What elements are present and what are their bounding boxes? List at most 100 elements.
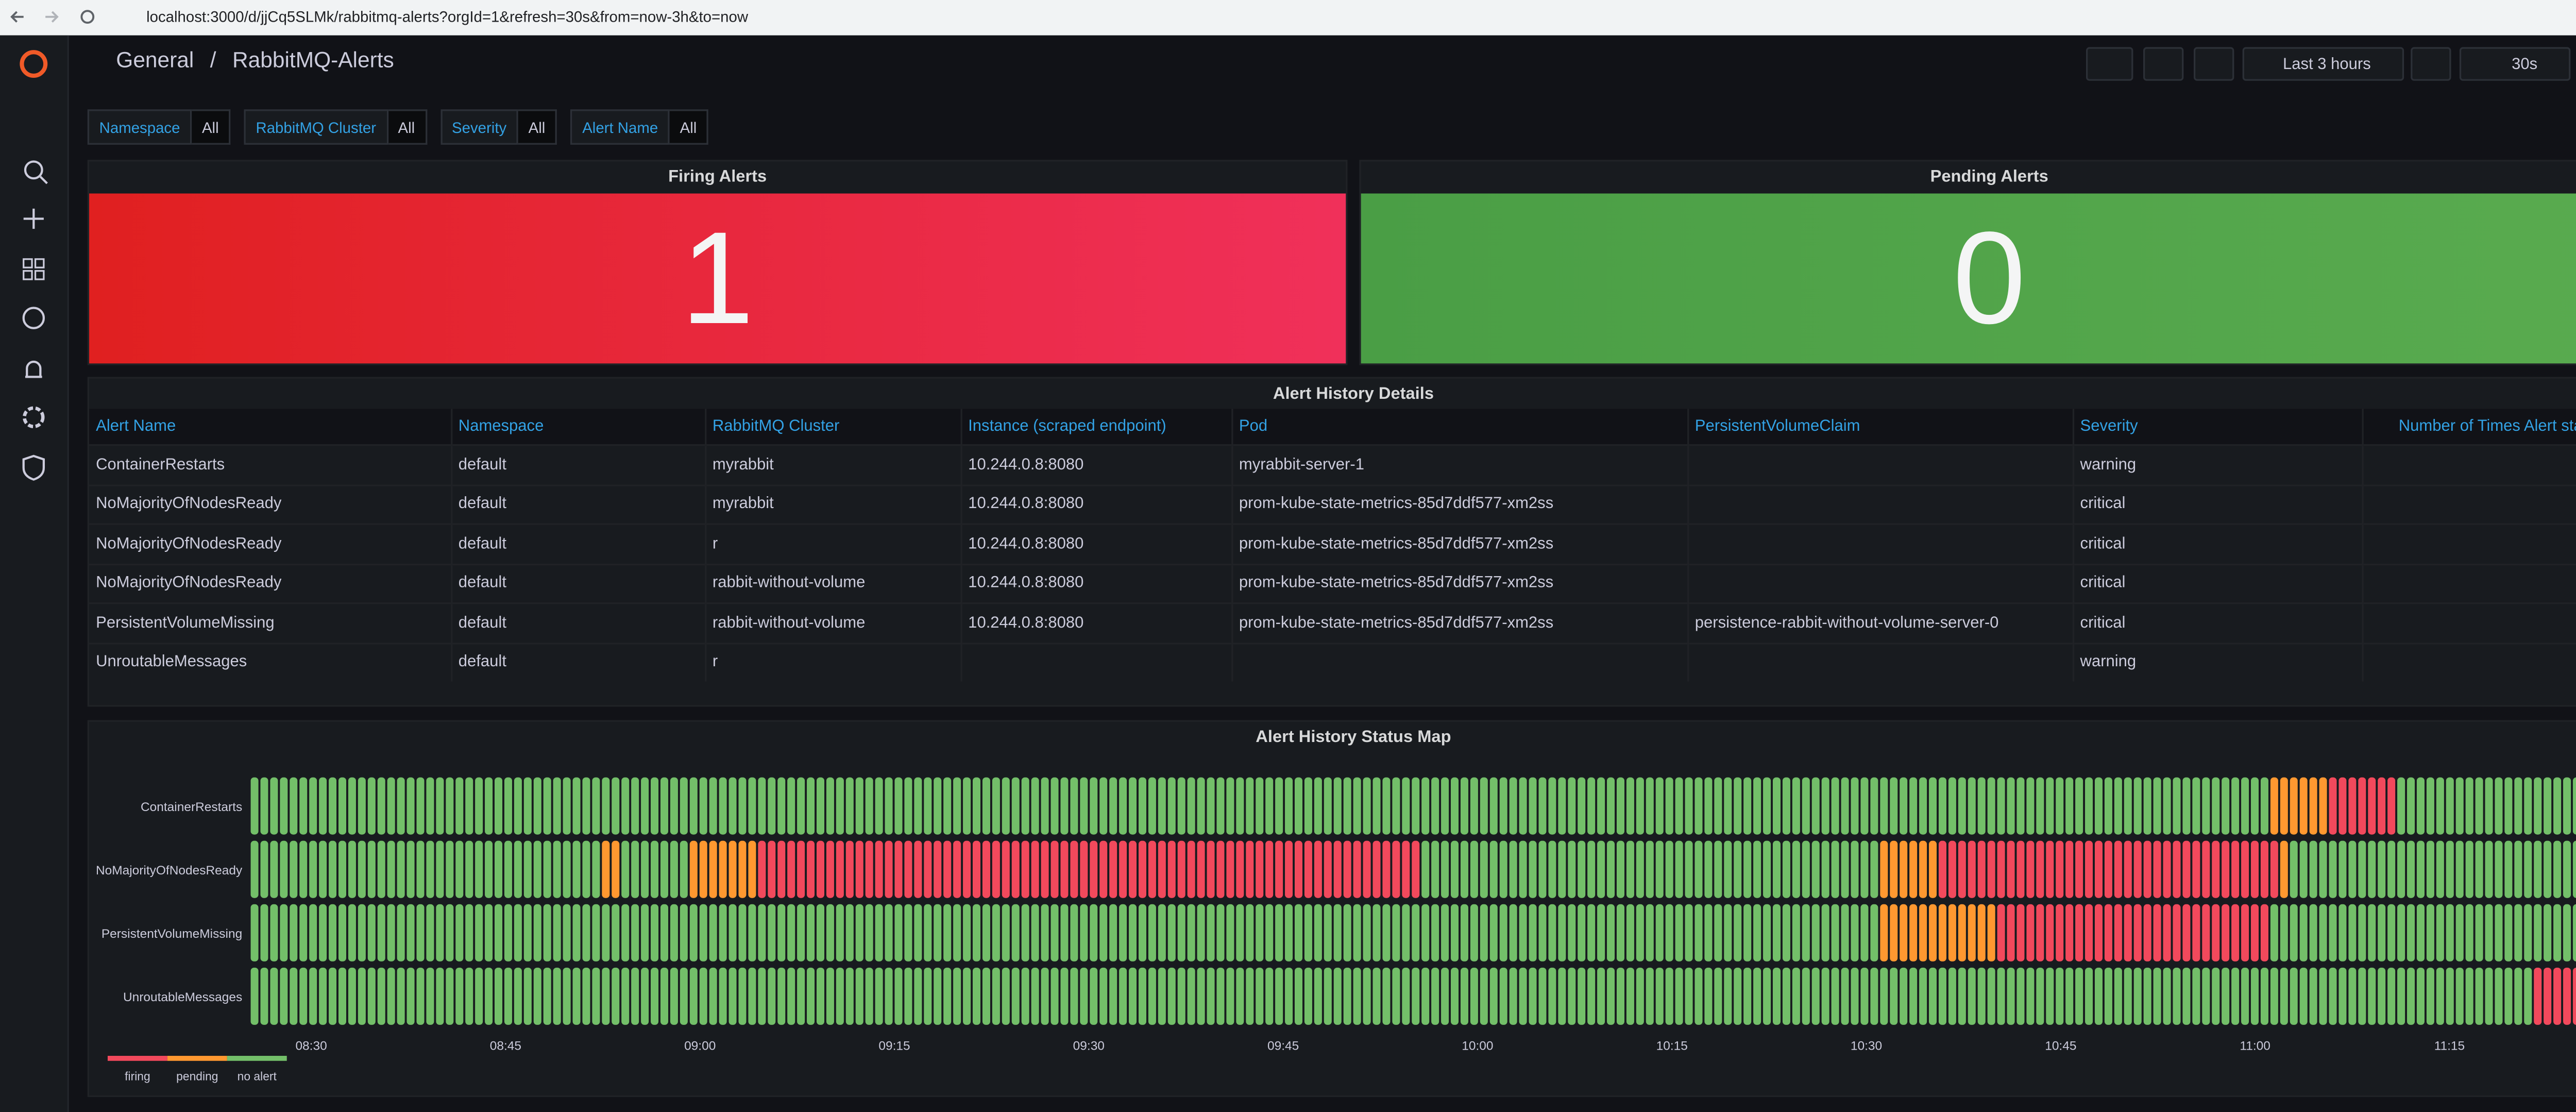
status-cell: [973, 967, 981, 1025]
status-cell: [2065, 904, 2074, 962]
status-cell: [1099, 840, 1108, 898]
status-cell: [1724, 904, 1732, 962]
add-panel-button[interactable]: [2086, 47, 2133, 81]
table-cell: warning: [2072, 642, 2363, 682]
status-cell: [1177, 967, 1185, 1025]
status-cell: [2065, 777, 2074, 835]
save-button[interactable]: [2143, 47, 2184, 81]
status-cell: [2544, 904, 2552, 962]
status-cell: [1607, 904, 1615, 962]
status-cell: [1216, 777, 1225, 835]
variable[interactable]: Namespace All: [87, 109, 231, 145]
status-cell: [1792, 840, 1800, 898]
status-cell: [1548, 904, 1556, 962]
column-header[interactable]: Instance (scraped endpoint): [960, 409, 1232, 445]
status-cell: [748, 904, 756, 962]
status-cell: [1626, 967, 1634, 1025]
status-cell: [787, 904, 795, 962]
status-cell: [1021, 840, 1029, 898]
table-cell: 2: [2362, 483, 2576, 525]
status-cell: [1929, 777, 1937, 835]
status-cell: [2153, 967, 2161, 1025]
time-picker[interactable]: Last 3 hours: [2242, 47, 2404, 81]
status-cell: [1460, 777, 1468, 835]
column-header[interactable]: Namespace: [451, 409, 706, 445]
status-cell: [1821, 904, 1829, 962]
status-cell: [2495, 904, 2503, 962]
status-cell: [1343, 840, 1351, 898]
legend-label: firing: [125, 1069, 150, 1083]
status-cell: [2231, 967, 2240, 1025]
status-cell: [1529, 967, 1537, 1025]
status-cell: [1372, 777, 1381, 835]
status-cell: [1158, 967, 1166, 1025]
status-cell: [1216, 840, 1225, 898]
status-cell: [563, 777, 571, 835]
status-cell: [2036, 967, 2044, 1025]
status-cell: [738, 840, 747, 898]
status-cell: [1685, 967, 1693, 1025]
refresh-interval: 30s: [2512, 55, 2538, 74]
status-cell: [2475, 904, 2483, 962]
status-cell: [2182, 777, 2191, 835]
status-cell: [416, 840, 425, 898]
status-cell: [1372, 840, 1381, 898]
status-cell: [943, 777, 952, 835]
zoom-out-button[interactable]: [2411, 47, 2451, 81]
status-cell: [621, 967, 630, 1025]
status-cell: [748, 967, 756, 1025]
status-cell: [2075, 967, 2083, 1025]
variable[interactable]: Alert Name All: [570, 109, 709, 145]
variable[interactable]: RabbitMQ Cluster All: [244, 109, 427, 145]
status-cell: [1489, 967, 1498, 1025]
menu-icons: [20, 50, 48, 481]
status-cell: [934, 967, 942, 1025]
status-cell: [1763, 967, 1771, 1025]
status-cell: [1831, 840, 1839, 898]
status-cell: [1763, 777, 1771, 835]
status-cell: [1499, 777, 1507, 835]
panel-title: Alert History Details: [1273, 385, 1434, 404]
column-header[interactable]: Number of Times Alert started: [2362, 409, 2576, 445]
status-cell: [309, 904, 317, 962]
status-cell: [660, 840, 668, 898]
status-cell: [2563, 777, 2571, 835]
url[interactable]: localhost:3000/d/jjCq5SLMk/rabbitmq-aler…: [146, 8, 749, 25]
table-cell: ContainerRestarts: [89, 444, 452, 485]
status-cell: [1538, 777, 1547, 835]
status-cell: [2065, 840, 2074, 898]
dashboard-title[interactable]: RabbitMQ-Alerts: [232, 47, 394, 73]
status-cell: [1236, 904, 1244, 962]
status-cell: [1489, 777, 1498, 835]
status-cell: [1060, 904, 1069, 962]
status-cell: [2133, 904, 2142, 962]
status-cell: [397, 840, 405, 898]
status-cell: [426, 904, 434, 962]
refresh-picker[interactable]: 30s: [2459, 47, 2571, 81]
column-header[interactable]: PersistentVolumeClaim: [1687, 409, 2074, 445]
status-cell: [787, 777, 795, 835]
table-cell: critical: [2072, 483, 2363, 525]
x-tick-label: 10:00: [1462, 1039, 1493, 1053]
status-cell: [2387, 904, 2396, 962]
folder[interactable]: General: [116, 47, 194, 73]
settings-button[interactable]: [2193, 47, 2234, 81]
status-cell: [1148, 840, 1156, 898]
table-cell: 10.244.0.8:8080: [960, 523, 1232, 564]
status-cell: [2202, 777, 2210, 835]
column-header[interactable]: Pod: [1231, 409, 1688, 445]
status-cell: [2426, 904, 2434, 962]
column-header[interactable]: RabbitMQ Cluster: [705, 409, 962, 445]
status-cell: [973, 904, 981, 962]
status-cell: [290, 777, 298, 835]
status-cell: [1734, 967, 1742, 1025]
status-cell: [1392, 777, 1400, 835]
status-cell: [1655, 777, 1664, 835]
status-cell: [367, 777, 376, 835]
status-cell: [1636, 777, 1644, 835]
status-cell: [1402, 777, 1410, 835]
column-header[interactable]: Alert Name: [89, 409, 452, 445]
status-cell: [2290, 777, 2298, 835]
column-header[interactable]: Severity: [2072, 409, 2363, 445]
variable[interactable]: Severity All: [440, 109, 557, 145]
